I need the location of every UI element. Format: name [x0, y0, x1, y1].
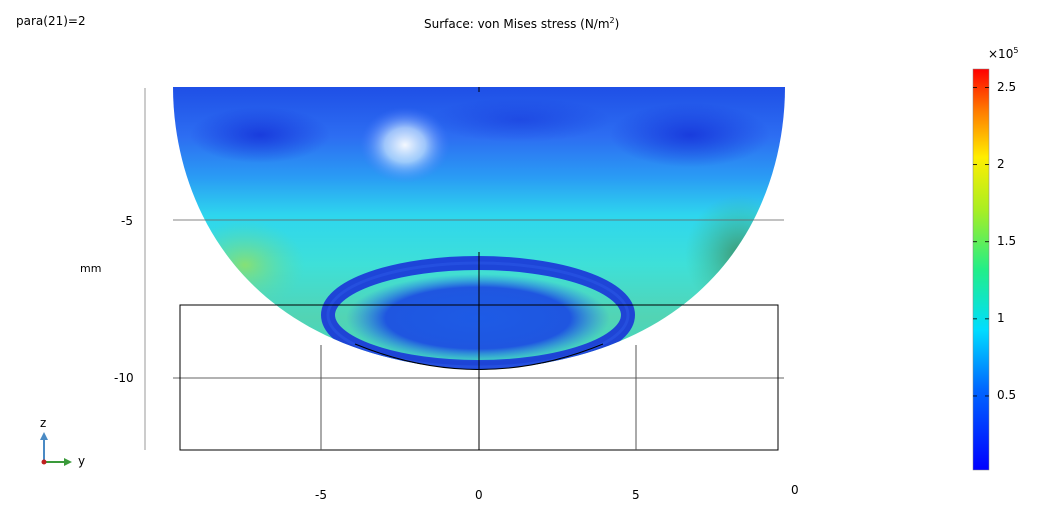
- plot-title-superscript: 2: [609, 16, 615, 25]
- triad-y-arrowhead: [64, 458, 72, 466]
- stress-surface: [173, 87, 785, 370]
- triad-z-label: z: [40, 416, 47, 430]
- plot-title-prefix: Surface: von Mises stress (N/m: [424, 17, 610, 31]
- colorbar-tick-label: 2: [997, 156, 1005, 171]
- colorbar-multiplier-base: ×10: [988, 47, 1014, 61]
- z-tick-minus10: -10: [114, 371, 134, 385]
- colorbar-tick-label: 0.5: [997, 387, 1017, 402]
- colorbar-tick-label: 2.5: [997, 79, 1017, 94]
- axis-triad: [40, 432, 72, 466]
- y-tick-0: 0: [475, 488, 483, 502]
- colorbar-tick-label: 1.5: [997, 233, 1017, 248]
- z-axis-unit: mm: [80, 262, 102, 275]
- triad-y-label: y: [78, 454, 86, 468]
- plot-title-suffix: ): [614, 17, 620, 31]
- x-origin-label: 0: [791, 483, 799, 497]
- colorbar-multiplier: ×105: [988, 46, 1018, 61]
- plot-title: Surface: von Mises stress (N/m2): [424, 16, 619, 31]
- y-tick-minus5: -5: [315, 488, 327, 502]
- contact-arc: [354, 343, 604, 370]
- colorbar-ticks: [973, 87, 989, 397]
- y-tick-5: 5: [632, 488, 640, 502]
- colorbar: [972, 68, 990, 471]
- triad-z-arrowhead: [40, 432, 48, 440]
- colorbar-tick-label: 1: [997, 310, 1005, 325]
- triad-origin-dot: [41, 459, 47, 465]
- colorbar-multiplier-exp: 5: [1013, 46, 1019, 55]
- parameter-label: para(21)=2: [16, 14, 86, 28]
- z-tick-minus5: -5: [121, 214, 133, 228]
